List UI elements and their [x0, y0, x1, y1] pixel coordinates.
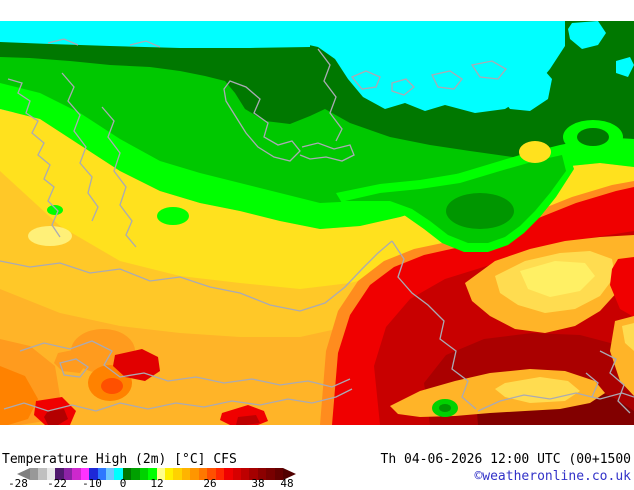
- colorbar-segment: [72, 468, 81, 480]
- border-caspian-2: [585, 372, 599, 398]
- colorbar-segment: [215, 468, 225, 480]
- colorbar-segment: [80, 468, 90, 480]
- temperature-field-svg: [0, 21, 634, 425]
- map-region-sw-red-core: [44, 409, 68, 425]
- map-region-red-wedge: [113, 349, 160, 381]
- colorbar-tick: -10: [82, 477, 102, 490]
- map-region-crimea-orange: [54, 349, 88, 373]
- colorbar-segment: [165, 468, 174, 480]
- forecast-datetime: Th 04-06-2026 12:00 UTC (00+1500: [380, 452, 631, 467]
- border-finland-west: [101, 106, 137, 248]
- map-region-ne-yellow-oval: [519, 141, 551, 163]
- colorbar-segment: [232, 468, 241, 480]
- map-region-east-yellow-core: [520, 261, 595, 297]
- colorbar-segment: [105, 468, 115, 480]
- colorbar-segment: [181, 468, 191, 480]
- temperature-map: [0, 21, 634, 425]
- map-region-cyan-blob-ne: [568, 21, 606, 49]
- colorbar-tick: -22: [47, 477, 67, 490]
- border-finland-russia: [317, 48, 343, 142]
- map-borders: [0, 38, 634, 414]
- map-region-green-spot-core: [439, 404, 451, 412]
- border-white-sea-3: [431, 70, 463, 90]
- colorbar-segment: [46, 468, 56, 480]
- colorbar-segment: [63, 468, 73, 480]
- colorbar-tick: 38: [251, 477, 265, 490]
- colorbar-segment: [114, 468, 123, 480]
- colorbar-segment: [207, 468, 216, 480]
- border-white-sea-2: [391, 78, 415, 96]
- colorbar: [30, 468, 284, 480]
- colorbar-segment: [139, 468, 149, 480]
- colorbar-tick: 0: [119, 477, 127, 490]
- colorbar-segment: [156, 468, 165, 480]
- map-region-cyan-strip: [0, 21, 310, 48]
- copyright-link[interactable]: ©weatheronline.co.uk: [474, 469, 631, 484]
- map-region-bottom-red-core: [236, 415, 260, 425]
- colorbar-segment: [257, 468, 267, 480]
- colorbar-segment: [38, 468, 47, 480]
- colorbar-segment: [240, 468, 250, 480]
- border-black-sea-south: [3, 388, 353, 412]
- border-sweden: [61, 72, 99, 222]
- colorbar-right-arrow: [283, 468, 296, 480]
- border-crimea: [59, 358, 89, 378]
- map-region-west-neon-oval: [157, 207, 189, 225]
- colorbar-segment: [122, 468, 132, 480]
- map-region-cyan-east-speck: [616, 57, 634, 77]
- border-gulf-finland: [299, 142, 355, 162]
- map-region-west-hot-center: [101, 378, 123, 394]
- map-region-ne-darkgreen-blob: [577, 128, 609, 146]
- colorbar-tick: 12: [150, 477, 164, 490]
- border-caspian-1: [599, 350, 631, 414]
- colorbar-segment: [198, 468, 208, 480]
- map-region-sw-deep-orange: [0, 366, 38, 425]
- colorbar-segment: [266, 468, 275, 480]
- map-region-right-edge-gold: [622, 323, 634, 351]
- colorbar-segment: [131, 468, 140, 480]
- border-southeast-frontier: [391, 240, 477, 410]
- colorbar-left-arrow: [17, 468, 30, 480]
- border-black-sea-north: [19, 340, 351, 388]
- colorbar-segment: [30, 468, 39, 480]
- colorbar-segment: [148, 468, 157, 480]
- colorbar-segment: [97, 468, 106, 480]
- colorbar-tick: 48: [280, 477, 294, 490]
- map-region-west-neon-dot: [47, 205, 63, 215]
- colorbar-segment: [89, 468, 98, 480]
- border-white-sea-4: [470, 60, 507, 80]
- colorbar-segment: [274, 468, 284, 480]
- map-region-cyan-lobe: [498, 63, 552, 111]
- colorbar-tick: 26: [203, 477, 217, 490]
- border-arctic-coast: [129, 40, 161, 48]
- border-norway-coast: [7, 78, 61, 238]
- colorbar-tick: -28: [8, 477, 28, 490]
- border-gulf-bothnia: [223, 80, 301, 162]
- colorbar-segment: [190, 468, 199, 480]
- legend-title: Temperature High (2m) [°C] CFS: [2, 452, 237, 467]
- colorbar-segment: [173, 468, 182, 480]
- colorbar-segment: [55, 468, 64, 480]
- border-white-sea-1: [350, 70, 381, 90]
- border-kazakh-south: [477, 392, 634, 412]
- colorbar-tick-labels: -28 -22 -10 0 12 26 38 48: [0, 477, 634, 490]
- map-region-right-edge-red: [610, 257, 634, 317]
- map-region-tongue-pocket: [446, 193, 514, 229]
- border-mid-frontier: [0, 240, 393, 312]
- border-kola-coast: [47, 38, 79, 46]
- colorbar-segment: [249, 468, 258, 480]
- map-region-west-pale-yellow: [28, 226, 72, 246]
- colorbar-segment: [224, 468, 233, 480]
